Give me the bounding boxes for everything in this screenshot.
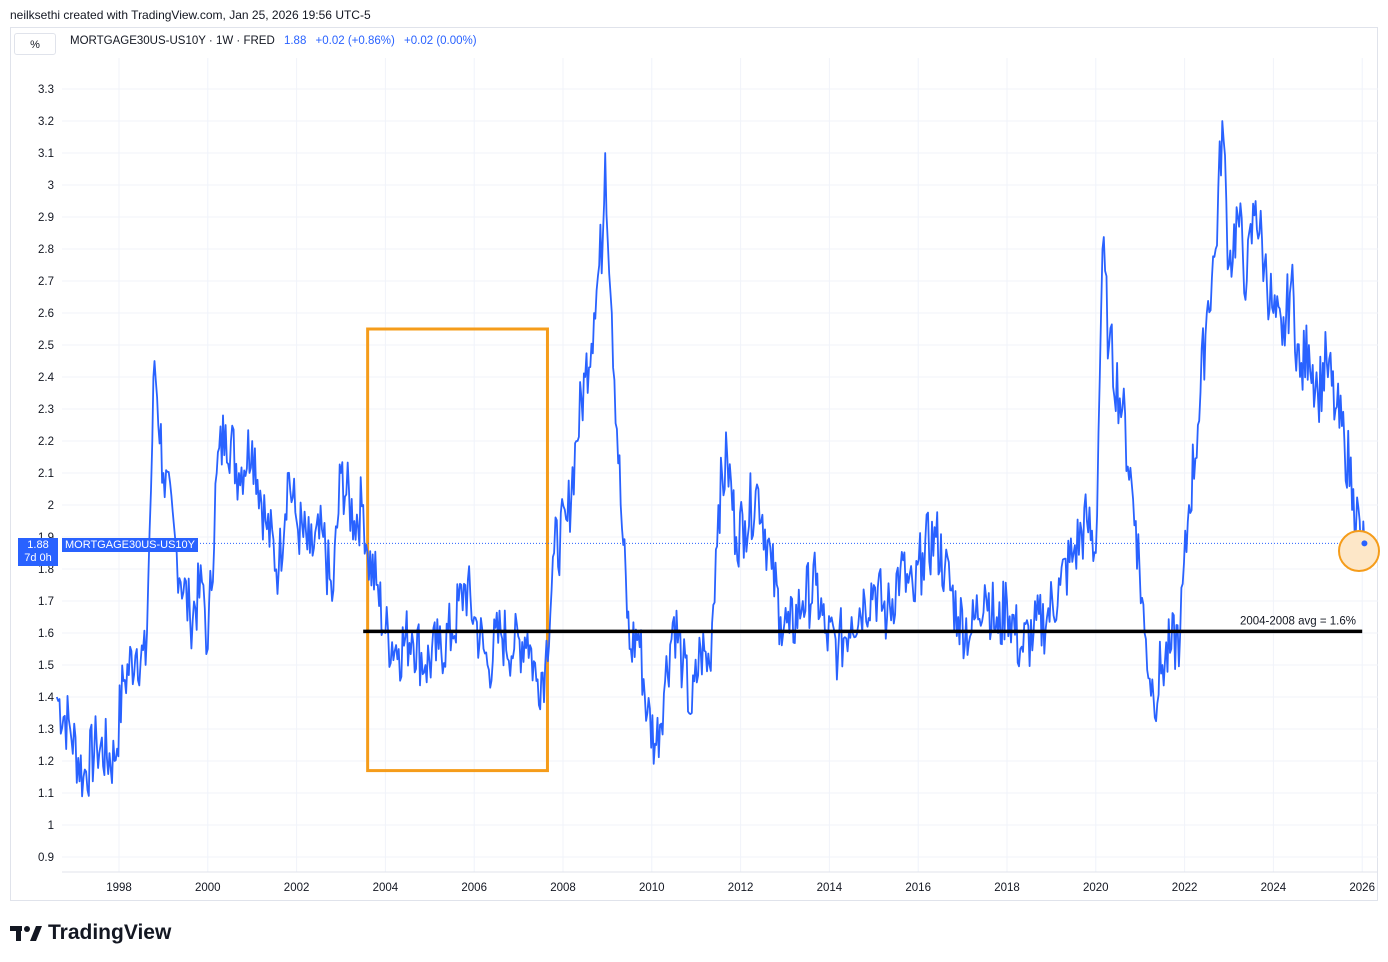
y-tick-label: 3.1 [38,148,54,160]
legend-symbol[interactable]: MORTGAGE30US-US10Y [70,35,206,47]
y-tick-label: 2.3 [38,404,54,416]
y-tick-label: 1.2 [38,756,54,768]
x-tick-label: 2026 [1349,882,1375,894]
y-tick-label: 3.2 [38,116,54,128]
x-tick-label: 2016 [905,882,931,894]
chart-frame [10,27,1378,901]
y-tick-label: 2 [48,500,54,512]
x-tick-label: 2012 [728,882,754,894]
chart-credit: neilksethi created with TradingView.com,… [10,8,371,22]
highlight-box [366,327,549,773]
x-tick-label: 1998 [106,882,132,894]
y-tick-label: 3 [48,180,54,192]
y-tick-label: 2.2 [38,436,54,448]
series-name-tag: MORTGAGE30US-US10Y [62,538,199,552]
x-tick-label: 2022 [1172,882,1198,894]
y-tick-label: 1.6 [38,628,54,640]
x-tick-label: 2024 [1261,882,1287,894]
legend-interval: 1W [215,35,234,47]
y-tick-label: 1.5 [38,660,54,672]
x-tick-label: 2006 [461,882,487,894]
y-tick-label: 1.8 [38,564,54,576]
countdown: 7d 0h [24,552,52,564]
y-tick-label: 2.4 [38,372,55,384]
tradingview-wordmark: TradingView [48,921,172,944]
x-tick-label: 2018 [994,882,1020,894]
series-legend: MORTGAGE30US-US10Y · 1W · FRED 1.88 +0.0… [70,35,477,47]
y-tick-label: 2.7 [38,276,54,288]
last-price-tag: 1.88 7d 0h [18,538,58,566]
last-value-highlight [1338,530,1380,572]
y-tick-label: 2.9 [38,212,54,224]
y-tick-label: 2.6 [38,308,54,320]
legend-change-2: +0.02 (0.00%) [404,35,477,47]
x-tick-label: 2010 [639,882,665,894]
average-label: 2004-2008 avg = 1.6% [1240,615,1356,627]
legend-last: 1.88 [283,35,307,47]
y-tick-label: 1.1 [38,788,54,800]
x-tick-label: 2000 [195,882,221,894]
series-line [55,120,1366,798]
x-tick-label: 2020 [1083,882,1109,894]
x-tick-label: 2008 [550,882,576,894]
y-tick-label: 1 [48,820,54,832]
y-tick-label: 3.3 [38,84,54,96]
y-tick-label: 2.1 [38,468,54,480]
legend-change: +0.02 (+0.86%) [315,35,395,47]
y-tick-label: 1.3 [38,724,54,736]
x-tick-label: 2014 [817,882,843,894]
x-tick-label: 2002 [284,882,310,894]
scale-button[interactable]: % [14,33,56,55]
y-tick-label: 0.9 [38,852,54,864]
legend-sep-1: · [208,35,216,47]
y-tick-label: 2.8 [38,244,54,256]
tradingview-logo-icon [10,926,42,941]
last-value-dot [1361,540,1368,547]
tradingview-logo[interactable]: TradingView [10,921,171,945]
x-tick-label: 2004 [373,882,399,894]
last-price-value: 1.88 [27,539,49,551]
legend-source: FRED [243,35,275,47]
legend-sep-2: · [236,35,244,47]
y-tick-label: 1.7 [38,596,54,608]
y-tick-label: 1.4 [38,692,55,704]
y-tick-label: 2.5 [38,340,54,352]
